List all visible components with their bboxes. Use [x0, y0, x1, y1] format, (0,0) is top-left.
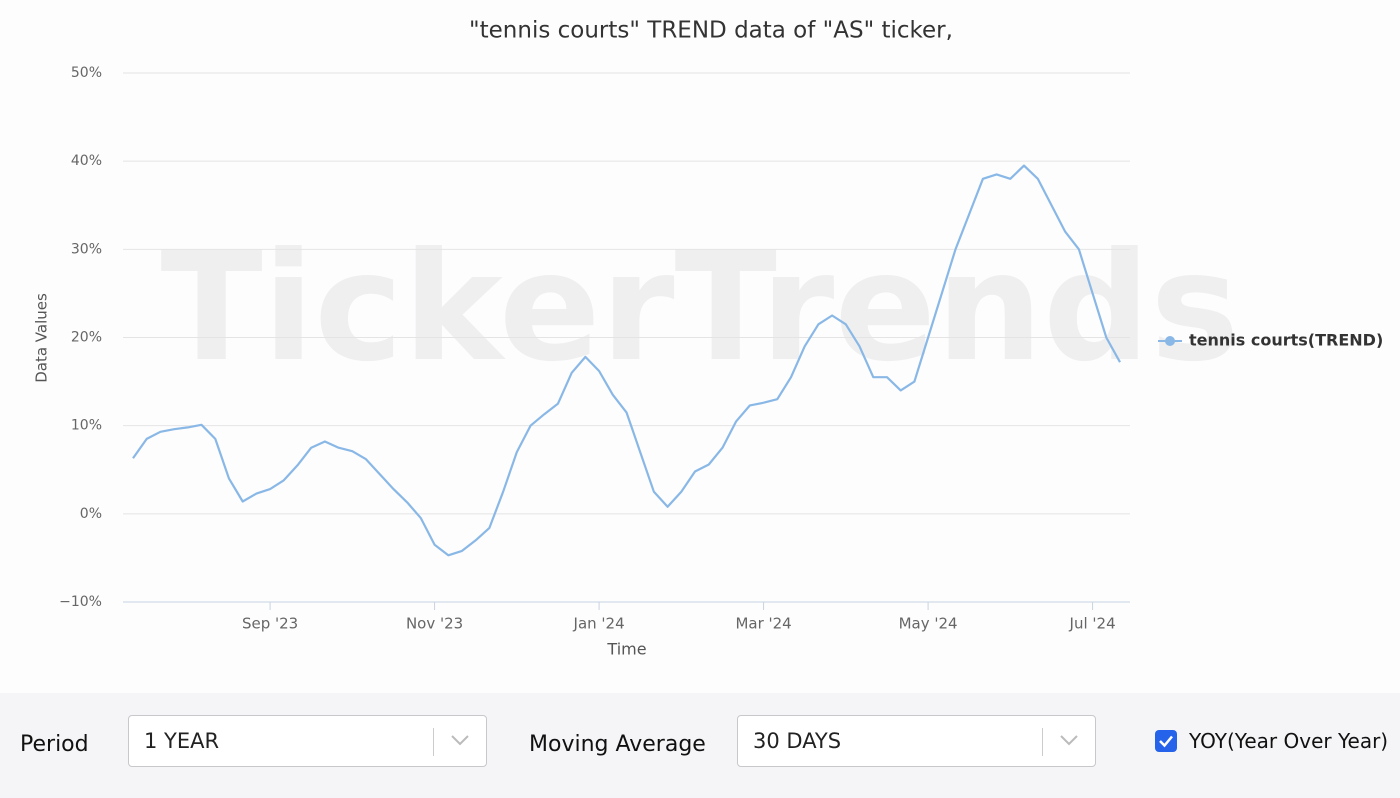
x-tick-label: Sep '23: [242, 615, 298, 633]
y-tick-label: 40%: [71, 153, 102, 169]
series-line: [132, 164, 1121, 557]
x-tick-label: Nov '23: [406, 615, 463, 633]
period-select[interactable]: 1 YEAR: [128, 715, 487, 767]
watermark: TickerTrends: [160, 221, 1239, 395]
y-axis-title: Data Values: [33, 293, 51, 383]
legend-symbol: [1165, 336, 1175, 346]
x-tick-label: Jan '24: [573, 615, 625, 633]
period-label: Period: [20, 732, 89, 757]
control-bar: Period 1 YEAR Moving Average 30 DAYS YOY…: [0, 693, 1400, 798]
y-tick-label: 50%: [71, 65, 102, 81]
yoy-checkbox[interactable]: [1155, 730, 1177, 752]
separator: [433, 728, 434, 756]
y-tick-label: 30%: [71, 241, 102, 257]
x-tick-label: Mar '24: [735, 615, 791, 633]
y-tick-label: −10%: [59, 594, 102, 610]
ma-label: Moving Average: [529, 732, 706, 757]
y-tick-label: 10%: [71, 418, 102, 434]
chevron: [451, 735, 469, 746]
x-tick-label: May '24: [899, 615, 958, 633]
ma-select[interactable]: 30 DAYS: [737, 715, 1096, 767]
chevron: [1060, 735, 1078, 746]
y-tick-label: 0%: [80, 506, 102, 522]
y-tick-label: 20%: [71, 330, 102, 346]
x-axis-title: Time: [606, 640, 646, 659]
separator: [1042, 728, 1043, 756]
yoy-label: YOY(Year Over Year): [1189, 729, 1389, 753]
legend-label: tennis courts(TREND): [1189, 331, 1383, 350]
checkmark: [1159, 735, 1173, 748]
chart: "tennis courts" TREND data of "AS" ticke…: [33, 18, 1384, 659]
period-value: 1 YEAR: [144, 729, 220, 753]
ma-value: 30 DAYS: [753, 729, 842, 753]
chart-title: "tennis courts" TREND data of "AS" ticke…: [469, 18, 953, 44]
x-tick-label: Jul '24: [1069, 615, 1116, 633]
